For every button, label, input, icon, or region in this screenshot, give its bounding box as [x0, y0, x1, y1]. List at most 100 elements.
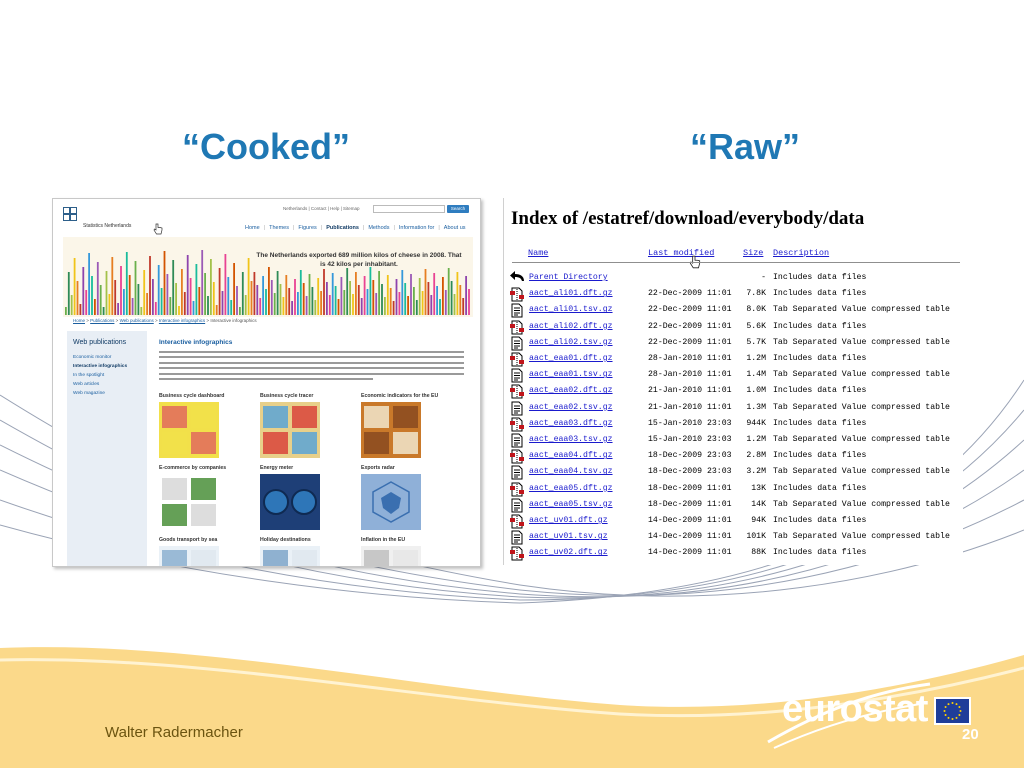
- infographic-card-title[interactable]: Holiday destinations: [260, 537, 311, 543]
- file-link[interactable]: aact_eaa03.tsv.gz: [529, 435, 613, 444]
- infographic-card-title[interactable]: Business cycle tracer: [260, 393, 314, 399]
- file-date: 22-Dec-2009 11:01: [648, 305, 732, 315]
- file-link[interactable]: aact_uv01.dft.gz: [529, 516, 608, 525]
- nav-item[interactable]: Information for: [398, 225, 435, 231]
- decorative-bar: [294, 279, 296, 315]
- compressed-icon: [510, 546, 524, 565]
- decorative-bar: [459, 285, 462, 315]
- file-link[interactable]: aact_ali01.dft.gz: [529, 289, 613, 299]
- infographic-thumbnail[interactable]: [361, 474, 421, 530]
- file-link[interactable]: aact_eaa02.dft.gz: [529, 386, 613, 396]
- decorative-bar: [369, 267, 372, 315]
- decorative-bar: [189, 278, 192, 315]
- decorative-bar: [102, 307, 105, 315]
- column-size-link[interactable]: Size: [743, 248, 764, 258]
- file-link[interactable]: aact_ali01.tsv.gz: [529, 305, 613, 315]
- infographic-card-title[interactable]: Business cycle dashboard: [159, 393, 225, 399]
- infographic-card-title[interactable]: Economic indicators for the EU: [361, 393, 439, 399]
- nav-item[interactable]: Publications: [326, 225, 359, 231]
- decorative-bar: [137, 284, 140, 315]
- breadcrumb-item[interactable]: Publications: [90, 318, 115, 323]
- main-title: Interactive infographics: [159, 339, 233, 346]
- decorative-bar: [70, 295, 73, 315]
- file-description: Tab Separated Value compressed table: [773, 499, 950, 509]
- decorative-bar: [224, 254, 227, 315]
- breadcrumb-item[interactable]: Home: [73, 318, 86, 323]
- file-link[interactable]: aact_ali02.tsv.gz: [529, 337, 613, 347]
- cbs-utility-links[interactable]: Netherlands | Contact | Help | Sitemap: [283, 206, 360, 211]
- infographic-card-title[interactable]: Inflation in the EU: [361, 537, 406, 543]
- raw-screenshot: Index of /estatref/download/everybody/da…: [503, 198, 963, 565]
- infographic-thumbnail[interactable]: [159, 474, 219, 530]
- decorative-bar: [456, 272, 459, 315]
- file-link[interactable]: Parent Directory: [529, 273, 608, 282]
- sidebar-item[interactable]: In the spotlight: [73, 373, 105, 378]
- file-link[interactable]: aact_uv02.dft.gz: [529, 548, 608, 558]
- breadcrumb-item[interactable]: Interactive infographics: [158, 318, 206, 323]
- nav-item[interactable]: Themes: [269, 225, 289, 231]
- breadcrumb-item: Interactive infographics: [210, 318, 257, 323]
- infographic-thumbnail[interactable]: [159, 546, 219, 567]
- decorative-bar: [192, 301, 195, 315]
- column-last-modified-link[interactable]: Last modified: [648, 248, 715, 258]
- infographic-card-title[interactable]: Energy meter: [260, 465, 294, 471]
- decorative-bar: [430, 295, 433, 315]
- decorative-bar: [401, 270, 404, 315]
- infographic-thumbnail[interactable]: [361, 402, 421, 458]
- file-link[interactable]: aact_eaa04.tsv.gz: [529, 467, 613, 477]
- file-size: 944K: [746, 418, 766, 428]
- infographic-thumbnail[interactable]: [361, 546, 421, 567]
- file-size: 1.4M: [746, 370, 766, 380]
- decorative-bar: [392, 301, 395, 315]
- decorative-bar: [320, 291, 322, 315]
- infographic-card-title[interactable]: Goods transport by sea: [159, 537, 218, 543]
- file-row: aact_ali01.tsv.gz 22-Dec-2009 11:01 8.0K Ta…: [504, 302, 963, 318]
- file-link[interactable]: aact_eaa01.dft.gz: [529, 354, 613, 363]
- cbs-search-button[interactable]: Search: [447, 205, 469, 213]
- file-size: 7.8K: [746, 289, 766, 299]
- decorative-bar: [317, 278, 320, 315]
- decorative-bar: [282, 297, 285, 315]
- file-link[interactable]: aact_eaa03.dft.gz: [529, 418, 613, 428]
- column-description-link[interactable]: Description: [773, 248, 830, 258]
- infographic-thumbnail[interactable]: [159, 402, 219, 458]
- file-link[interactable]: aact_uv01.tsv.gz: [529, 532, 608, 542]
- file-row: aact_uv01.dft.gz 14-Dec-2009 11:01 94K Incl…: [504, 513, 963, 529]
- file-link[interactable]: aact_eaa04.dft.gz: [529, 451, 613, 461]
- file-link[interactable]: aact_eaa05.dft.gz: [529, 483, 613, 493]
- compressed-icon: [510, 352, 524, 372]
- file-link[interactable]: aact_ali02.dft.gz: [529, 321, 613, 331]
- file-link[interactable]: aact_eaa05.tsv.gz: [529, 499, 613, 509]
- file-date: 18-Dec-2009 23:03: [648, 467, 732, 477]
- sidebar-item[interactable]: Web magazine: [73, 391, 105, 396]
- nav-item[interactable]: About us: [443, 225, 466, 231]
- decorative-bar: [146, 293, 148, 315]
- infographic-card-title[interactable]: E-commerce by companies: [159, 465, 227, 471]
- file-description: Includes data files: [773, 548, 867, 558]
- decorative-bar: [239, 307, 241, 315]
- nav-item[interactable]: Methods: [368, 225, 390, 231]
- cbs-search-input[interactable]: [373, 205, 445, 213]
- sidebar-item[interactable]: Web articles: [73, 382, 100, 387]
- decorative-bar: [328, 295, 331, 315]
- infographic-thumbnail[interactable]: [260, 474, 320, 530]
- breadcrumb-item[interactable]: Web publications: [119, 318, 154, 323]
- decorative-bar: [256, 285, 259, 315]
- decorative-bar: [288, 288, 291, 315]
- decorative-bar: [207, 296, 209, 315]
- sidebar-item[interactable]: Interactive infographics: [73, 364, 128, 369]
- file-link[interactable]: aact_eaa01.tsv.gz: [529, 370, 613, 380]
- heading-raw: “Raw”: [690, 126, 801, 167]
- file-description: Includes data files: [773, 386, 867, 396]
- nav-item[interactable]: Home: [245, 225, 260, 231]
- nav-item[interactable]: Figures: [298, 225, 317, 231]
- file-date: 21-Jan-2010 11:01: [648, 402, 732, 412]
- sidebar-item[interactable]: Economic monitor: [73, 355, 112, 360]
- infographic-thumbnail[interactable]: [260, 402, 320, 458]
- infographic-card-title[interactable]: Exports radar: [361, 465, 395, 471]
- column-name-link[interactable]: Name: [528, 248, 549, 258]
- file-link[interactable]: aact_eaa02.tsv.gz: [529, 402, 613, 412]
- infographic-thumbnail[interactable]: [260, 546, 320, 567]
- file-description: Tab Separated Value compressed table: [773, 402, 950, 412]
- compressed-icon: [510, 417, 524, 437]
